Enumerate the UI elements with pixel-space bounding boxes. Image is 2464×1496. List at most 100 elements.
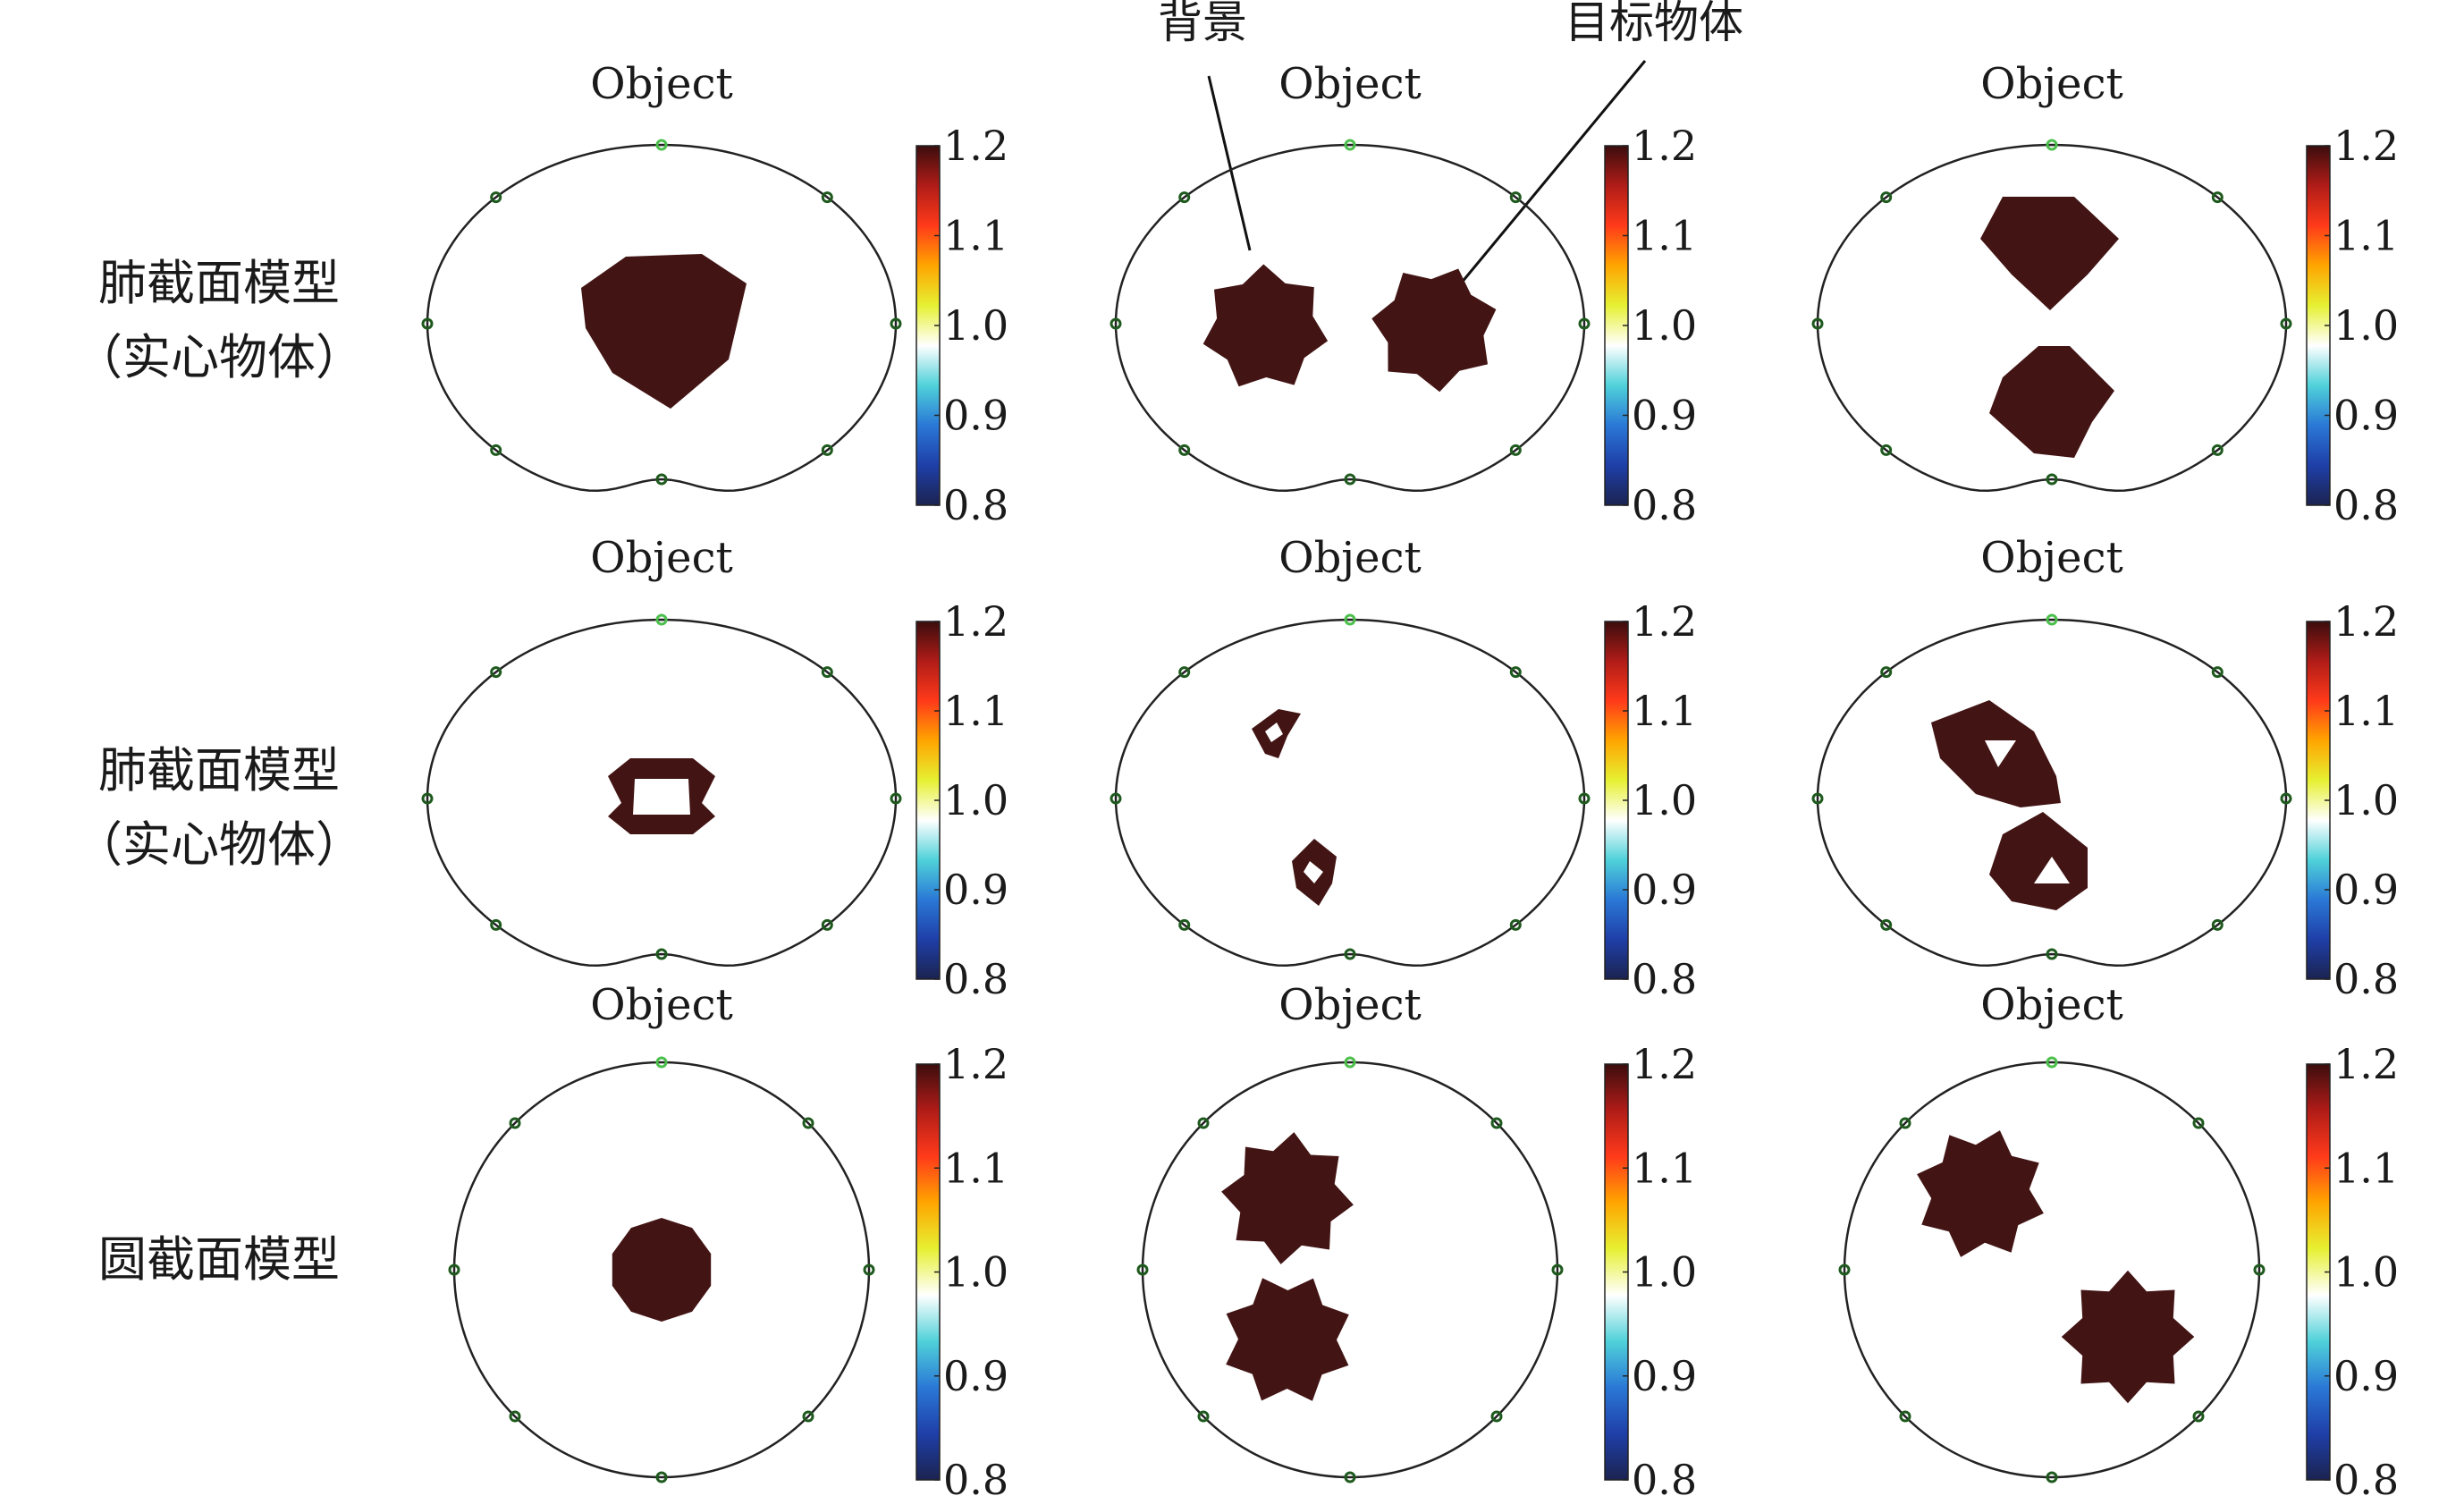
domain-boundary (452, 1061, 871, 1479)
colorbar-tick-label: 0.9 (2333, 866, 2399, 914)
colorbar-tick-label: 1.2 (2333, 122, 2399, 170)
colorbar-tick-label: 0.9 (943, 866, 1008, 914)
panel-r1-c1: Object 1.2 1.1 1.0 0.9 0.8 (421, 59, 1008, 529)
electrode-marker (509, 1410, 521, 1423)
domain-boundary (426, 143, 898, 493)
panel-title: Object (1980, 980, 2123, 1030)
object-shape (1226, 1278, 1349, 1401)
panel-title: Object (1980, 533, 2123, 583)
panel-r2-c2: Object 1.2 1.1 1.0 0.9 0.8 (1110, 533, 1697, 1003)
colorbar-tick-label: 1.2 (2333, 1040, 2399, 1088)
colorbar-tick-label: 1.1 (2333, 1144, 2399, 1192)
colorbar-tick-label: 1.0 (2333, 1248, 2399, 1297)
row-label-1-line-2: （实心物体） (74, 329, 364, 385)
colorbar-tick-label: 1.1 (1632, 1144, 1697, 1192)
panel-title: Object (1278, 533, 1422, 583)
colorbar-tick-label: 1.1 (943, 212, 1008, 260)
electrode-marker (1110, 317, 1122, 330)
electrode-marker (655, 1471, 668, 1483)
electrode-marker (2211, 191, 2224, 204)
colorbar-tick-label: 1.0 (2333, 776, 2399, 824)
panel-r2-c3: Object 1.2 1.1 1.0 0.9 0.8 (1811, 533, 2399, 1003)
colorbar-tick-label: 1.1 (943, 687, 1008, 735)
electrode-marker (2046, 1471, 2058, 1483)
object-shape (1292, 839, 1337, 906)
panel-r3-c2: Object 1.2 1.1 1.0 0.9 0.8 (1136, 980, 1697, 1496)
active-electrode-marker (1344, 613, 1356, 626)
electrode-marker (1838, 1264, 1851, 1276)
electrode-marker (1509, 666, 1522, 679)
colorbar-tick-label: 1.1 (943, 1144, 1008, 1192)
row-label-1-line-1: 肺截面模型 (98, 255, 340, 311)
panel-r3-c1: Object 1.2 1.1 1.0 0.9 0.8 (448, 980, 1008, 1496)
object-shape (1917, 1130, 2044, 1257)
electrode-marker (1490, 1410, 1503, 1423)
object-shape (1931, 700, 2061, 807)
electrode-marker (802, 1410, 814, 1423)
electrode-marker (1344, 1471, 1356, 1483)
electrode-marker (1110, 792, 1122, 805)
electrode-marker (2211, 444, 2224, 456)
panel-title: Object (590, 59, 733, 109)
electrode-marker (890, 317, 902, 330)
electrode-marker (821, 444, 833, 456)
electrode-marker (1880, 444, 1893, 456)
electrode-marker (1578, 792, 1591, 805)
electrode-marker (821, 918, 833, 931)
annotation-target-leader (1442, 60, 1647, 305)
electrode-marker (421, 792, 434, 805)
colorbar-tick-label: 0.9 (2333, 1352, 2399, 1400)
panel-r1-c2: Object 1.2 1.1 1.0 0.9 0.8 (1110, 59, 1697, 529)
colorbar-tick-label: 1.2 (1632, 122, 1697, 170)
electrode-marker (1136, 1264, 1149, 1276)
colorbar-tick-label: 1.2 (943, 122, 1008, 170)
panel-title: Object (1980, 59, 2123, 109)
annotation-target-label: 目标物体 (1565, 0, 1743, 48)
active-electrode-marker (2046, 613, 2058, 626)
colorbar-tick-label: 0.8 (1632, 955, 1697, 1003)
annotation-background-leader (1207, 75, 1252, 251)
colorbar-tick-label: 0.9 (943, 392, 1008, 440)
panel-title: Object (590, 980, 733, 1030)
electrode-marker (821, 666, 833, 679)
electrode-marker (1578, 317, 1591, 330)
active-electrode-marker (1344, 139, 1356, 151)
active-electrode-marker (655, 613, 668, 626)
object-shape (1989, 812, 2088, 910)
row-label-2-line-1: 肺截面模型 (98, 742, 340, 799)
electrode-marker (1880, 191, 1893, 204)
domain-boundary (1816, 618, 2288, 968)
colorbar-tick-label: 1.0 (1632, 301, 1697, 350)
electrode-marker (821, 191, 833, 204)
electrode-marker (2046, 948, 2058, 960)
electrode-marker (2192, 1410, 2205, 1423)
electrode-marker (655, 473, 668, 486)
electrode-marker (421, 317, 434, 330)
electrode-marker (2211, 918, 2224, 931)
row-label-2-line-2: （实心物体） (74, 816, 364, 873)
electrode-marker (655, 948, 668, 960)
colorbar-tick-label: 0.9 (2333, 392, 2399, 440)
electrode-marker (1178, 918, 1191, 931)
electrode-marker (490, 666, 502, 679)
electrode-marker (1880, 666, 1893, 679)
object-shape (1221, 1132, 1354, 1264)
electrode-marker (1344, 473, 1356, 486)
electrode-marker (1509, 444, 1522, 456)
colorbar-tick-label: 1.1 (1632, 212, 1697, 260)
object-shape (2061, 1270, 2195, 1404)
electrode-marker (509, 1117, 521, 1129)
active-electrode-marker (655, 1056, 668, 1069)
domain-boundary (1843, 1061, 2261, 1479)
electrode-marker (2280, 317, 2292, 330)
electrode-marker (1811, 792, 1824, 805)
electrode-marker (863, 1264, 875, 1276)
electrode-marker (1178, 444, 1191, 456)
domain-boundary (426, 618, 898, 968)
object-shape (1989, 346, 2114, 458)
electrode-marker (490, 191, 502, 204)
electrode-marker (802, 1117, 814, 1129)
active-electrode-marker (655, 139, 668, 151)
colorbar-tick-label: 0.8 (2333, 955, 2399, 1003)
